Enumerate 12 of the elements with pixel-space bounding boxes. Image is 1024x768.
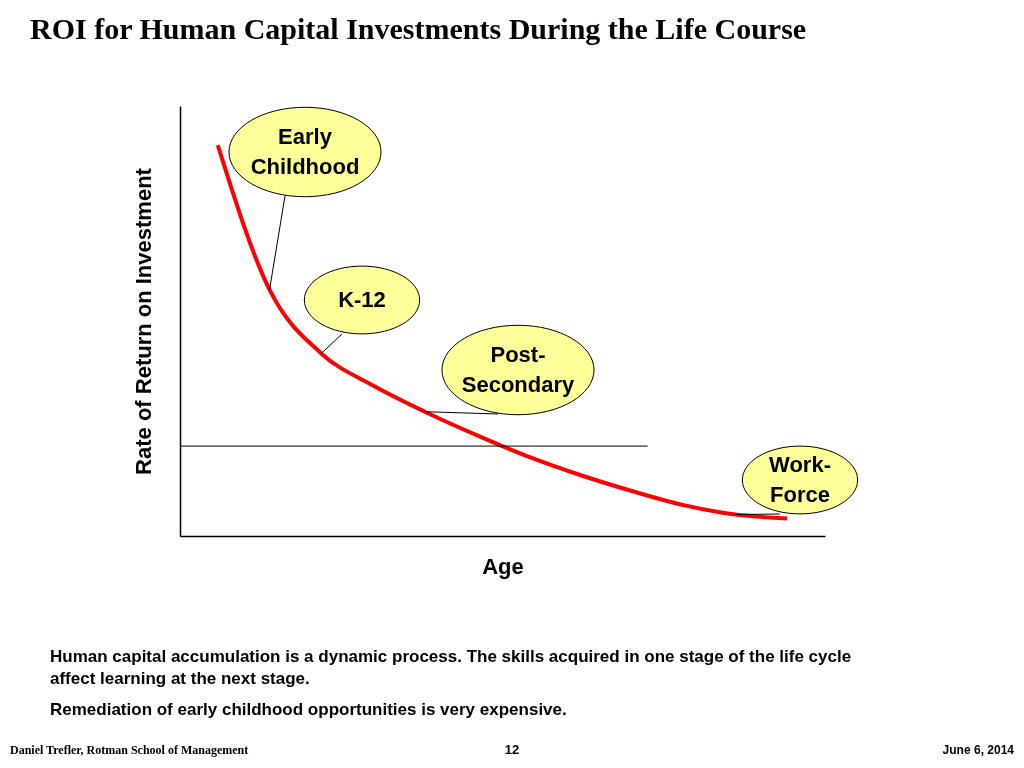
text: 12 xyxy=(504,742,520,757)
text: Daniel Trefler, Rotman School of Management xyxy=(10,743,249,757)
annotation: Early Childhood xyxy=(250,124,360,179)
annotation: Work-Force xyxy=(769,452,831,507)
text: Human capital accumulation is a dynamic process. The skills acquired in one stage of the life cycle affect learning at the next stage. xyxy=(50,647,852,688)
y-axis-title: Rate of Return on Investment xyxy=(130,167,156,475)
text: Remediation of early childhood opportunities is very expensive. xyxy=(50,700,567,719)
annotation: Post-Secondary xyxy=(461,342,576,397)
chart-title: ROI for Human Capital Investments During the Life Course xyxy=(30,12,807,45)
annotation: K-12 xyxy=(338,287,386,312)
text: June 6, 2014 xyxy=(942,743,1015,757)
x-axis-title: Age xyxy=(482,553,524,579)
